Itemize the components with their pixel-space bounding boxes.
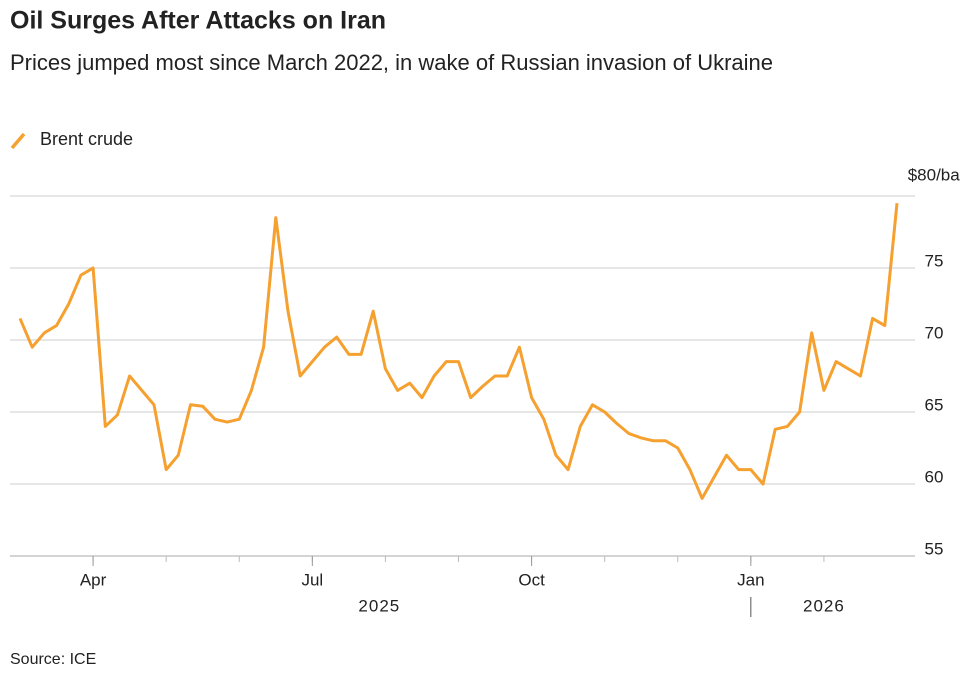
y-tick-label: 55 — [925, 539, 944, 558]
x-tick-label: Oct — [518, 570, 545, 589]
y-tick-label: 75 — [925, 251, 944, 270]
line — [18, 203, 899, 500]
source: Source: ICE — [10, 651, 96, 668]
year-label: 2025 — [358, 596, 400, 615]
legend-label: Brent crude — [40, 129, 133, 149]
x-tick-label: Jul — [301, 570, 323, 589]
chart-title: Oil Surges After Attacks on Iran — [10, 7, 386, 35]
subtitle-box: Prices jumped most since March 2022, in … — [10, 50, 774, 75]
chart-subtitle: Prices jumped most since March 2022, in … — [10, 50, 774, 75]
y-tick-label: 65 — [925, 395, 944, 414]
x-tick-label: Apr — [80, 570, 107, 589]
legend-swatch — [10, 132, 26, 150]
y-tick-label: $80/barrel — [908, 165, 960, 184]
y-tick-label: 70 — [925, 323, 944, 342]
x-tick-label: Jan — [737, 570, 764, 589]
year-label: 2026 — [803, 596, 845, 615]
y-tick-label: 60 — [925, 467, 944, 486]
